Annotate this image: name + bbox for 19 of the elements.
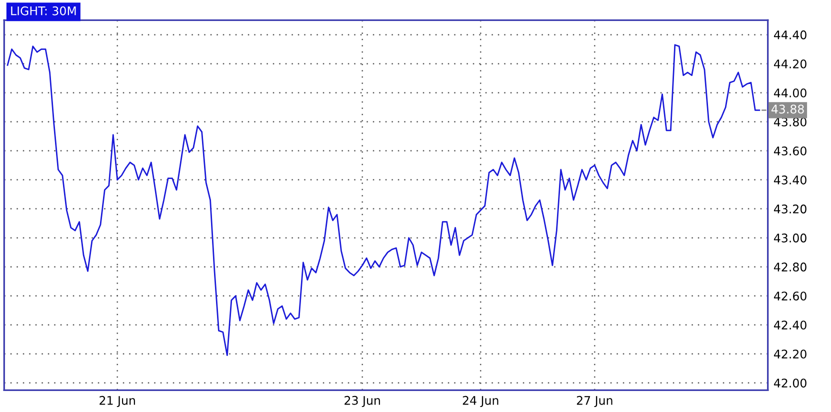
- y-tick-label: 42.60: [774, 292, 806, 301]
- line-series: [6, 44, 760, 356]
- y-tick-label: 42.00: [774, 378, 806, 388]
- x-tick-label: 23 Jun: [344, 396, 380, 408]
- y-tick-label: 43.00: [774, 234, 806, 242]
- y-tick-label: 44.40: [774, 30, 806, 40]
- y-tick-label: 43.60: [774, 146, 806, 156]
- x-tick-label: 24 Jun: [462, 396, 498, 408]
- chart-title: LIGHT: 30M: [11, 6, 76, 16]
- y-tick-label: 43.20: [774, 204, 806, 214]
- x-tick-label: 21 Jun: [100, 396, 135, 408]
- y-tick-label: 42.40: [774, 320, 806, 330]
- y-tick-label: 44.00: [774, 88, 806, 98]
- x-tick-label: 27 Jun: [576, 396, 612, 408]
- y-tick-label: 42.80: [774, 262, 806, 272]
- y-tick-label: 42.20: [774, 350, 806, 359]
- y-tick-label: 44.20: [774, 59, 806, 68]
- data-label: 43.88: [771, 104, 804, 114]
- y-tick-label: 43.40: [774, 176, 806, 184]
